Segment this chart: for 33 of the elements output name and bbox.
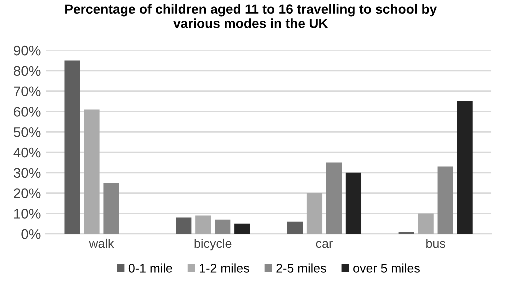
- y-tick-label: 0%: [22, 229, 41, 240]
- bar: [306, 193, 323, 234]
- legend-label: 0-1 mile: [128, 264, 172, 273]
- y-tick-label: 80%: [14, 66, 41, 76]
- legend-label: 1-2 miles: [200, 264, 250, 273]
- bar: [104, 183, 120, 234]
- bar: [438, 166, 454, 234]
- y-tick-label: 20%: [14, 188, 41, 198]
- bar: [457, 102, 473, 234]
- bar: [234, 224, 250, 234]
- x-tick-label: walk: [89, 238, 114, 248]
- legend-label: over 5 miles: [354, 264, 420, 273]
- x-tick-label: bicycle: [194, 238, 232, 251]
- chart-title: Percentage of children aged 11 to 16 travelling to school by various modes in the UK: [66, 4, 438, 28]
- bar: [84, 110, 100, 234]
- y-tick-label: 10%: [14, 209, 41, 219]
- y-tick-label: 70%: [14, 86, 41, 97]
- bar: [346, 172, 362, 234]
- bar: [287, 222, 304, 234]
- y-tick-label: 30%: [14, 168, 41, 178]
- x-tick-label: bus: [426, 238, 446, 248]
- bar: [64, 60, 80, 234]
- y-tick-label: 60%: [14, 107, 41, 117]
- bar: [196, 216, 212, 234]
- bar: [418, 214, 434, 234]
- y-tick-label: 90%: [14, 46, 41, 56]
- bar: [326, 162, 342, 234]
- bar: [215, 220, 231, 234]
- x-tick-label: car: [316, 241, 333, 248]
- legend-label: 2-5 miles: [276, 264, 326, 273]
- y-tick-label: 50%: [14, 127, 41, 138]
- bar: [176, 218, 192, 234]
- y-tick-label: 40%: [14, 148, 41, 158]
